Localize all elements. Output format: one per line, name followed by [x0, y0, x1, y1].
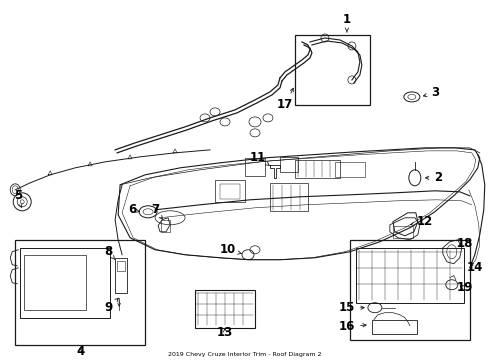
Bar: [117, 261, 125, 271]
Bar: [349, 240, 469, 340]
Bar: [244, 158, 264, 176]
Text: 2019 Chevy Cruze Interior Trim - Roof Diagram 2: 2019 Chevy Cruze Interior Trim - Roof Di…: [167, 352, 321, 357]
Text: 19: 19: [456, 281, 472, 294]
Text: 6: 6: [128, 203, 139, 216]
Text: 10: 10: [220, 243, 241, 256]
Text: 16: 16: [338, 320, 366, 333]
Text: 13: 13: [217, 326, 233, 339]
Text: 8: 8: [104, 245, 115, 260]
Text: 3: 3: [423, 86, 438, 99]
Bar: [269, 183, 307, 211]
Bar: [371, 320, 416, 334]
Bar: [294, 35, 369, 105]
Text: 15: 15: [338, 301, 364, 314]
Text: 17: 17: [276, 88, 293, 111]
Bar: [334, 162, 364, 177]
Bar: [15, 240, 145, 345]
Text: 5: 5: [14, 189, 22, 208]
Bar: [392, 226, 412, 238]
Bar: [280, 157, 297, 172]
Bar: [24, 255, 86, 310]
Bar: [115, 258, 127, 293]
Text: 4: 4: [76, 345, 84, 358]
Bar: [20, 248, 110, 318]
Text: 18: 18: [456, 237, 472, 250]
Text: 1: 1: [342, 13, 350, 32]
Bar: [294, 160, 339, 178]
Text: 12: 12: [410, 215, 432, 228]
Bar: [195, 290, 254, 328]
Text: 11: 11: [249, 151, 269, 165]
Text: 2: 2: [425, 171, 441, 184]
Bar: [161, 220, 170, 232]
Bar: [355, 248, 463, 303]
Text: 14: 14: [466, 261, 482, 274]
Text: 9: 9: [104, 298, 118, 314]
Bar: [220, 184, 240, 199]
Bar: [215, 180, 244, 202]
Text: 7: 7: [151, 203, 162, 219]
